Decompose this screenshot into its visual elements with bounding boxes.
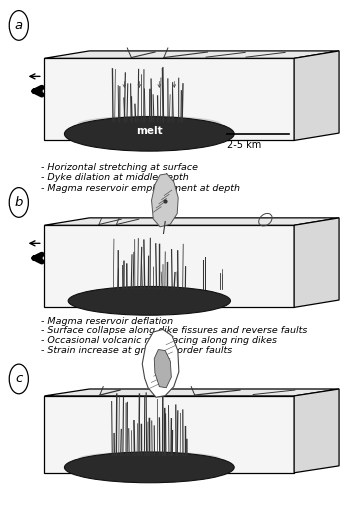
Polygon shape [142,330,179,398]
Text: - Surface collapse along dike fissures and reverse faults: - Surface collapse along dike fissures a… [41,326,307,335]
Circle shape [9,364,28,394]
Text: 2-5 km: 2-5 km [227,140,261,150]
Text: - Horizontal stretching at surface: - Horizontal stretching at surface [41,163,198,172]
Text: - Dyke dilation at middle depth: - Dyke dilation at middle depth [41,173,189,182]
Polygon shape [44,218,339,225]
Polygon shape [44,389,339,396]
Text: - Magma reservoir emplacement at depth: - Magma reservoir emplacement at depth [41,184,240,193]
Polygon shape [44,51,339,58]
Polygon shape [152,174,178,227]
Circle shape [9,11,28,40]
Ellipse shape [83,287,216,300]
Ellipse shape [78,452,221,466]
Polygon shape [44,225,294,307]
Polygon shape [294,389,339,473]
Text: - Strain increase at graben border faults: - Strain increase at graben border fault… [41,346,232,355]
Polygon shape [44,58,294,140]
Polygon shape [154,350,171,388]
Polygon shape [294,51,339,140]
Ellipse shape [77,116,222,133]
Text: b: b [15,196,23,209]
Text: - Magma reservoir deflation: - Magma reservoir deflation [41,317,173,326]
Text: - Occasional volcanic resurfacing along ring dikes: - Occasional volcanic resurfacing along … [41,336,277,345]
Polygon shape [294,218,339,307]
Circle shape [9,188,28,217]
Text: a: a [15,19,23,32]
Ellipse shape [68,286,231,315]
Ellipse shape [64,117,234,151]
Text: c: c [15,373,23,385]
Text: melt: melt [136,126,163,136]
Polygon shape [44,396,294,473]
Ellipse shape [64,452,234,483]
